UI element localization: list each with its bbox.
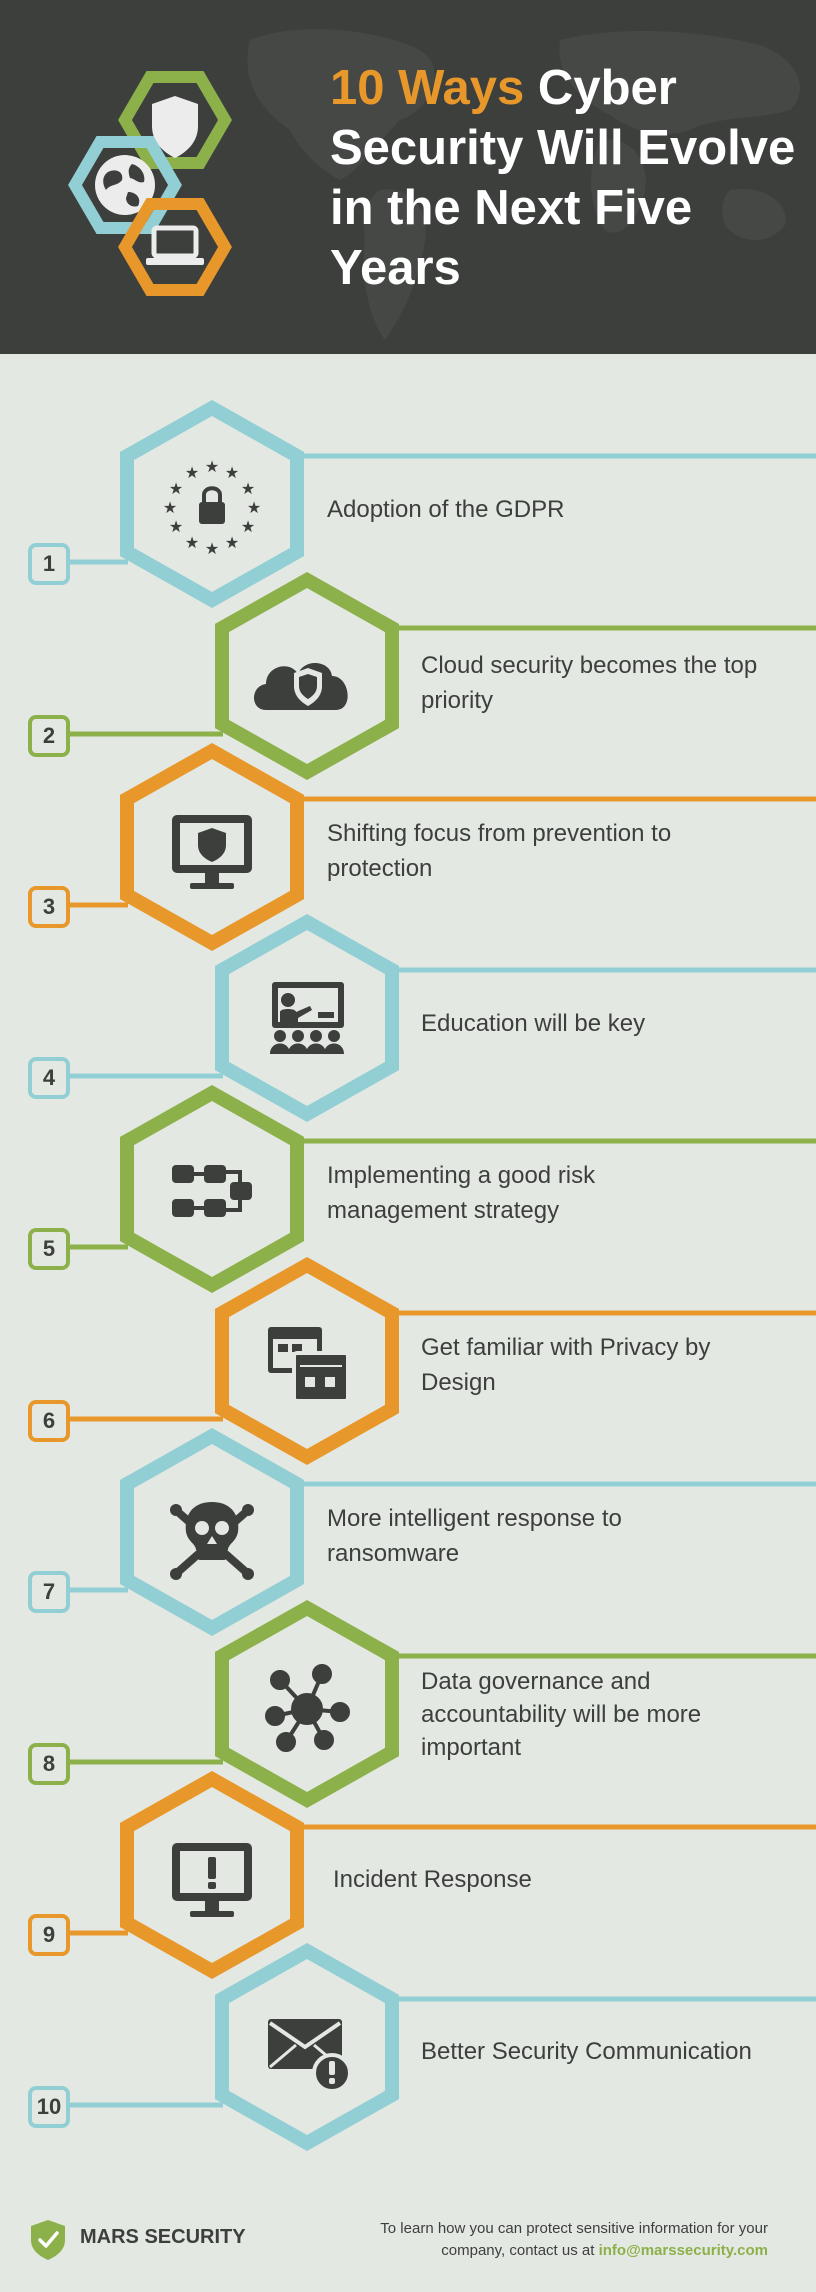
- item-8-graphic: [65, 1599, 816, 1809]
- item-number: 7: [28, 1571, 70, 1613]
- item-label: More intelligent response to ransomware: [327, 1505, 622, 1567]
- page-title: 10 Ways Cyber Security Will Evolve in th…: [330, 58, 800, 298]
- title-accent: 10 Ways: [330, 61, 525, 115]
- item-label: Data governance and accountability will …: [421, 1668, 702, 1761]
- svg-text:★: ★: [241, 479, 255, 498]
- svg-text:★: ★: [225, 463, 239, 482]
- item-2-graphic: [65, 571, 816, 781]
- header-hexagon-cluster: [68, 71, 232, 296]
- svg-text:★: ★: [205, 457, 219, 476]
- monitor-alert-icon: [172, 1843, 252, 1917]
- envelope-alert-icon: [268, 2019, 352, 2093]
- item-9-graphic: [65, 1770, 816, 1980]
- brand-name: MARS SECURITY: [80, 2226, 246, 2248]
- item-label: Implementing a good risk management stra…: [327, 1162, 596, 1224]
- svg-text:★: ★: [169, 479, 183, 498]
- svg-text:★: ★: [241, 517, 255, 536]
- monitor-shield-icon: [172, 815, 252, 889]
- title-rest: Cyber Security Will Evolve in the Next F…: [330, 61, 796, 295]
- laptop-icon: [118, 198, 232, 296]
- item-label: Shifting focus from prevention to protec…: [327, 820, 672, 882]
- item-label: Incident Response: [333, 1866, 532, 1893]
- skull-icon: [170, 1502, 254, 1580]
- world-map-background: [247, 29, 800, 340]
- item-label: Education will be key: [421, 1010, 646, 1037]
- item-3-graphic: [65, 742, 816, 952]
- item-10-graphic: [65, 1942, 816, 2152]
- eu-lock-icon: ★ ★ ★ ★ ★ ★ ★ ★ ★ ★ ★ ★: [163, 457, 261, 558]
- shield-icon: [118, 71, 232, 169]
- svg-text:★: ★: [247, 498, 261, 517]
- svg-text:★: ★: [185, 463, 199, 482]
- svg-text:★: ★: [169, 517, 183, 536]
- globe-icon: [68, 136, 182, 234]
- item-label: Cloud security becomes the top priority: [421, 652, 758, 714]
- header-banner: 10 Ways Cyber Security Will Evolve in th…: [0, 0, 816, 354]
- item-7-graphic: [65, 1427, 816, 1637]
- item-label: Better Security Communication: [421, 2038, 752, 2065]
- item-label: Adoption of the GDPR: [327, 496, 565, 523]
- svg-text:★: ★: [163, 498, 177, 517]
- flowchart-icon: [172, 1165, 252, 1217]
- item-number: 6: [28, 1400, 70, 1442]
- svg-text:★: ★: [185, 533, 199, 552]
- contact-email-link[interactable]: info@marssecurity.com: [598, 2242, 768, 2259]
- item-number: 2: [28, 715, 70, 757]
- shield-check-logo-icon: [31, 2220, 65, 2260]
- item-number: 5: [28, 1228, 70, 1270]
- svg-text:★: ★: [225, 533, 239, 552]
- contact-text: To learn how you can protect sensitive i…: [348, 2218, 768, 2262]
- cloud-shield-icon: [254, 662, 348, 710]
- item-number: 8: [28, 1743, 70, 1785]
- classroom-icon: [270, 982, 344, 1054]
- item-label: Get familiar with Privacy by Design: [421, 1334, 711, 1396]
- item-number: 10: [28, 2086, 70, 2128]
- windows-icon: [268, 1327, 350, 1403]
- item-number: 3: [28, 886, 70, 928]
- svg-text:★: ★: [205, 539, 219, 558]
- item-number: 4: [28, 1057, 70, 1099]
- item-5-graphic: [65, 1084, 816, 1294]
- contact-message: To learn how you can protect sensitive i…: [380, 2220, 768, 2259]
- item-number: 9: [28, 1914, 70, 1956]
- network-icon: [265, 1664, 350, 1752]
- item-number: 1: [28, 543, 70, 585]
- item-4-graphic: [65, 913, 816, 1123]
- item-1-graphic: ★ ★ ★ ★ ★ ★ ★ ★ ★ ★ ★ ★: [65, 399, 816, 609]
- item-6-graphic: [65, 1256, 816, 1466]
